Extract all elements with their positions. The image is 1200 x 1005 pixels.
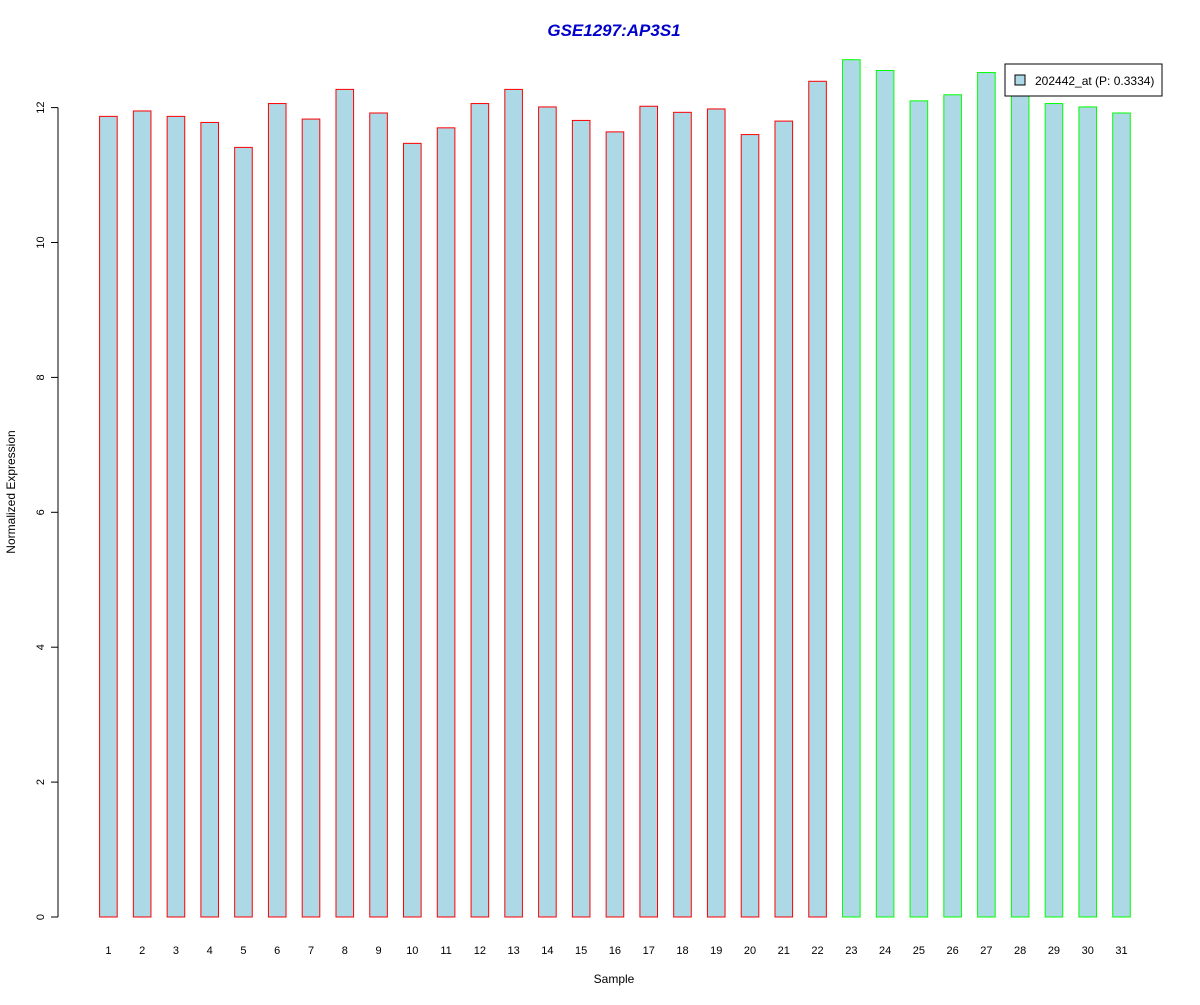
y-tick-label: 10 — [35, 236, 47, 248]
x-tick-label: 8 — [342, 945, 348, 957]
y-axis: 0 2 4 6 8 10 12 — [35, 101, 59, 920]
y-tick-label: 12 — [35, 101, 47, 113]
bar-sample-1 — [99, 115, 118, 918]
x-tick-label: 28 — [1014, 945, 1026, 957]
bar-sample-29 — [1044, 103, 1064, 918]
x-tick-label: 5 — [240, 945, 246, 957]
x-tick-label: 25 — [913, 945, 925, 957]
x-tick-label: 27 — [980, 945, 992, 957]
bar-sample-4 — [200, 121, 219, 918]
bar-sample-27 — [977, 72, 996, 918]
x-tick-label: 2 — [139, 945, 145, 957]
bar-sample-20 — [740, 134, 760, 918]
bar-sample-18 — [673, 111, 692, 918]
bar-sample-28 — [1010, 92, 1030, 918]
bar-sample-9 — [369, 112, 388, 918]
x-tick-label: 10 — [406, 945, 418, 957]
legend-swatch — [1014, 74, 1026, 86]
x-tick-label: 29 — [1048, 945, 1060, 957]
legend-box — [1004, 63, 1163, 97]
x-tick-label: 15 — [575, 945, 587, 957]
legend-label: 202442_at (P: 0.3334) — [1035, 74, 1154, 88]
x-tick-label: 16 — [609, 945, 621, 957]
bar-sample-2 — [132, 110, 152, 918]
bar-sample-23 — [842, 59, 861, 918]
x-tick-label: 12 — [474, 945, 486, 957]
bar-sample-22 — [808, 80, 827, 918]
x-tick-label: 19 — [710, 945, 722, 957]
x-tick-label: 18 — [676, 945, 688, 957]
y-tick-label: 4 — [35, 644, 47, 650]
y-tick-label: 2 — [35, 779, 47, 785]
bar-sample-31 — [1112, 112, 1131, 918]
x-axis-label: Sample — [594, 972, 635, 986]
x-tick-label: 17 — [643, 945, 655, 957]
bar-sample-7 — [301, 118, 321, 918]
bar-sample-3 — [166, 115, 186, 918]
x-tick-label: 3 — [173, 945, 179, 957]
x-tick-label: 30 — [1082, 945, 1094, 957]
y-tick-label: 0 — [35, 914, 47, 920]
x-tick-labels: 1 2 3 4 5 6 7 8 9 10 11 12 13 14 15 16 17 18 19 20 21 22 23 24 2… — [105, 945, 1127, 957]
x-tick-label: 20 — [744, 945, 756, 957]
y-tick-label: 8 — [35, 374, 47, 380]
bar-sample-5 — [234, 146, 253, 918]
bar-sample-30 — [1078, 106, 1098, 918]
bar-sample-19 — [706, 108, 726, 918]
x-tick-label: 23 — [845, 945, 857, 957]
bar-sample-15 — [571, 119, 591, 918]
bar-sample-12 — [470, 103, 490, 918]
x-tick-label: 6 — [274, 945, 280, 957]
y-axis-label: Normalized Expression — [4, 430, 18, 553]
x-tick-label: 14 — [541, 945, 553, 957]
bar-sample-8 — [335, 88, 355, 918]
bar-sample-10 — [403, 142, 422, 918]
x-tick-label: 11 — [440, 945, 451, 957]
bar-sample-21 — [774, 120, 794, 918]
x-tick-label: 24 — [879, 945, 891, 957]
bar-sample-25 — [909, 100, 929, 918]
bar-sample-26 — [943, 94, 962, 918]
bar-sample-14 — [538, 106, 557, 918]
bar-series — [99, 59, 1131, 918]
x-tick-label: 22 — [811, 945, 823, 957]
x-tick-label: 4 — [207, 945, 213, 957]
x-tick-label: 26 — [947, 945, 959, 957]
y-tick-label: 6 — [35, 509, 47, 515]
bar-sample-6 — [267, 103, 287, 918]
x-tick-label: 21 — [778, 945, 790, 957]
bar-sample-24 — [875, 70, 895, 918]
bar-sample-16 — [605, 131, 625, 918]
x-tick-label: 13 — [508, 945, 520, 957]
chart-title: GSE1297:AP3S1 — [547, 21, 680, 40]
x-tick-label: 31 — [1115, 945, 1127, 957]
bar-sample-13 — [504, 88, 523, 918]
x-tick-label: 7 — [308, 945, 314, 957]
x-tick-label: 1 — [105, 945, 111, 957]
bar-sample-17 — [639, 105, 659, 918]
legend: 202442_at (P: 0.3334) — [1004, 63, 1163, 97]
bar-sample-11 — [436, 127, 456, 918]
x-tick-label: 9 — [375, 945, 381, 957]
